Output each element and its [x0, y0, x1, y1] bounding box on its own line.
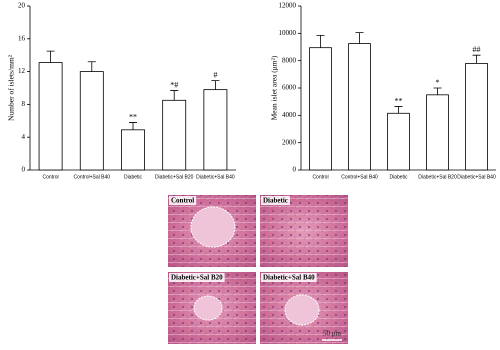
x-tick-label: Diabetic+Sal B20: [418, 174, 457, 180]
x-tick-label: Control: [43, 174, 59, 180]
error-bar: [316, 34, 325, 48]
y-tick-label: 8000: [282, 56, 297, 64]
y-tick-label: 16: [18, 34, 26, 42]
y-tick-label: 8: [22, 100, 26, 108]
significance-mark: *: [436, 78, 440, 87]
error-bar: [170, 90, 179, 101]
label-background: [169, 273, 225, 282]
islet: [190, 206, 236, 248]
panel-label: Diabetic: [263, 197, 288, 205]
panel-label: Control: [171, 197, 194, 205]
bar: [465, 63, 488, 171]
bar: [203, 89, 228, 171]
y-tick-label: 0: [22, 166, 26, 174]
y-tick-label: 2000: [282, 138, 297, 146]
panel-label: Diabetic+Sal B40: [263, 274, 315, 282]
bar: [79, 71, 104, 171]
bar: [162, 99, 187, 171]
x-tick-label: Diabetic: [389, 174, 408, 180]
significance-mark: **: [129, 112, 137, 121]
error-bar: [433, 87, 442, 95]
scale-bar-label: 50 μm: [323, 330, 342, 338]
y-axis-label: Mean islet area (μm²): [270, 55, 279, 120]
significance-mark: ##: [473, 45, 481, 54]
histology-texture: [260, 195, 348, 267]
bar: [121, 129, 145, 171]
error-bar: [129, 122, 137, 130]
error-bar: [394, 106, 403, 114]
bar: [426, 94, 449, 171]
y-tick-label: 20: [18, 2, 26, 10]
significance-mark: *#: [170, 80, 178, 89]
bar: [387, 112, 410, 171]
x-tick-label: Diabetic: [124, 174, 143, 180]
x-tick-label: Diabetic+Sal B40: [457, 174, 496, 180]
x-tick-label: Control: [312, 174, 328, 180]
error-bar: [46, 50, 55, 63]
error-bar: [472, 54, 481, 64]
label-background: [261, 196, 290, 205]
panel-label: Diabetic+Sal B20: [171, 274, 223, 282]
significance-mark: #: [213, 70, 217, 79]
error-bar: [355, 32, 364, 44]
x-tick-label: Diabetic+Sal B40: [196, 174, 235, 180]
bar: [309, 47, 332, 171]
significance-mark: **: [395, 96, 403, 105]
label-background: [261, 273, 317, 282]
y-tick-label: 12: [18, 67, 26, 75]
y-tick-label: 4: [22, 133, 26, 141]
y-tick-label: 12000: [279, 2, 297, 10]
x-tick-label: Diabetic+Sal B20: [155, 174, 194, 180]
error-bar: [87, 61, 96, 72]
y-tick-label: 0: [293, 166, 297, 174]
y-tick-label: 10000: [279, 29, 297, 37]
bar: [348, 43, 371, 171]
label-background: [169, 196, 197, 205]
y-tick-label: 4000: [282, 111, 297, 119]
error-bar: [211, 80, 220, 90]
x-tick-label: Control+Sal B40: [341, 174, 378, 180]
islet: [193, 295, 223, 321]
y-tick-label: 6000: [282, 84, 297, 92]
x-tick-label: Control+Sal B40: [74, 174, 111, 180]
islet: [284, 294, 320, 326]
y-axis-label: Number of islets/mm²: [7, 54, 16, 121]
bar: [38, 62, 63, 171]
